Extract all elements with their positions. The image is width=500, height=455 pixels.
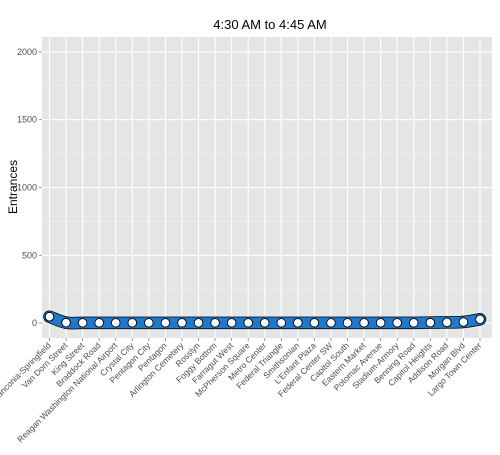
- data-point: [44, 311, 55, 322]
- y-axis-label: Entrances: [6, 160, 20, 214]
- grid: [42, 37, 492, 338]
- series-layer: [43, 310, 487, 330]
- data-point: [458, 317, 469, 327]
- data-point: [375, 318, 386, 328]
- data-point: [442, 317, 452, 328]
- y-tick-label: 2000: [17, 47, 37, 57]
- y-tick-label: 500: [22, 250, 37, 260]
- data-point: [475, 314, 485, 325]
- data-point: [309, 318, 320, 328]
- data-point: [210, 318, 220, 328]
- data-point: [160, 318, 171, 328]
- data-point: [326, 318, 336, 328]
- data-point: [94, 318, 104, 328]
- data-point: [177, 318, 187, 328]
- chart-title: 4:30 AM to 4:45 AM: [213, 17, 326, 32]
- data-point: [425, 317, 436, 328]
- data-point: [276, 318, 287, 328]
- y-tick-label: 1500: [17, 115, 37, 125]
- data-point: [293, 318, 303, 328]
- y-axis: 0 500 1000 1500 2000: [17, 47, 42, 328]
- x-tick-label: Franconia-Springfield: [0, 340, 53, 404]
- data-point: [260, 318, 270, 328]
- data-point: [110, 318, 121, 328]
- data-point: [127, 318, 138, 328]
- y-tick-label: 0: [32, 318, 37, 328]
- data-point: [342, 318, 353, 328]
- data-point: [144, 318, 154, 328]
- data-point: [61, 317, 71, 328]
- data-point: [243, 318, 253, 328]
- data-point: [392, 318, 402, 328]
- data-point: [77, 318, 88, 328]
- data-point: [359, 318, 369, 328]
- y-tick-label: 1000: [17, 183, 37, 193]
- data-point: [226, 318, 237, 328]
- data-point: [193, 318, 204, 328]
- data-point: [409, 318, 419, 328]
